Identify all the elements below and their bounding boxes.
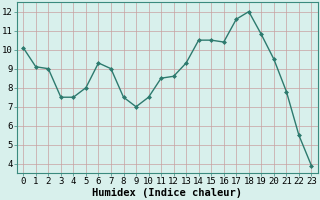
X-axis label: Humidex (Indice chaleur): Humidex (Indice chaleur): [92, 188, 242, 198]
